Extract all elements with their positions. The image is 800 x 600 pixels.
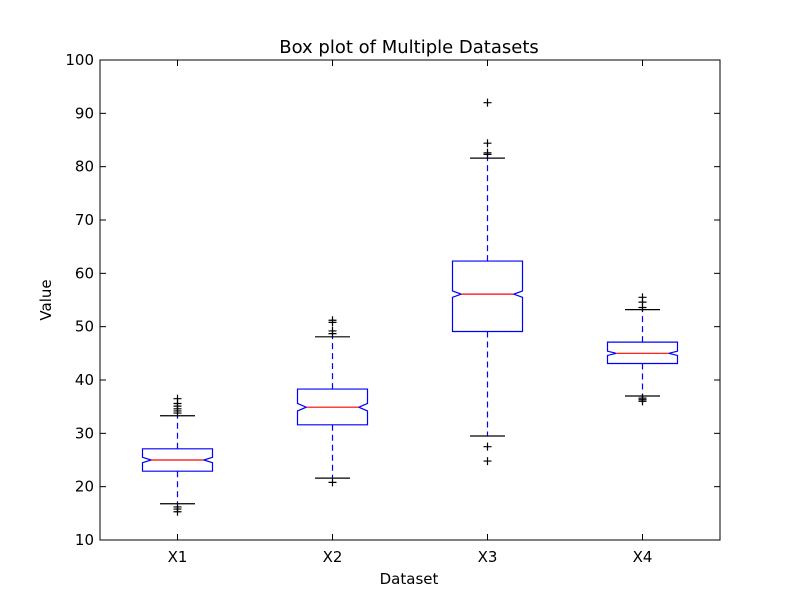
box-body: [296, 388, 369, 426]
x-tick-label: X4: [633, 548, 653, 566]
box-group-x1: [141, 394, 214, 516]
outlier-marker: [173, 394, 182, 403]
x-tick-label: X1: [168, 548, 188, 566]
y-tick-label: 90: [75, 104, 94, 122]
y-tick-label: 50: [75, 318, 94, 336]
box-body: [606, 341, 679, 365]
box-body: [451, 260, 524, 333]
box-body: [141, 448, 214, 472]
box-group-x3: [451, 98, 524, 466]
axes: 10 20 30 40 50 60 70 80 90 100 X1 X2 X3 X4: [65, 51, 721, 566]
outlier-marker: [483, 139, 492, 148]
outlier-marker: [173, 502, 182, 511]
y-tick-label: 80: [75, 158, 94, 176]
y-axis-label: Value: [37, 279, 55, 320]
box-group-x4: [606, 293, 679, 406]
outlier-marker: [328, 478, 337, 487]
x-tick-label: X2: [323, 548, 343, 566]
box-group-x2: [296, 316, 369, 487]
plot-area: [141, 98, 679, 516]
outlier-marker: [638, 394, 647, 403]
x-axis-label: Dataset: [380, 570, 439, 588]
y-tick-label: 10: [75, 531, 94, 549]
x-tick-label: X3: [478, 548, 498, 566]
chart-title: Box plot of Multiple Datasets: [279, 37, 539, 58]
outlier-marker: [483, 442, 492, 451]
y-tick-label: 20: [75, 478, 94, 496]
y-tick-label: 60: [75, 264, 94, 282]
outlier-marker: [638, 293, 647, 302]
y-tick-label: 30: [75, 424, 94, 442]
y-tick-label: 70: [75, 211, 94, 229]
y-tick-label: 40: [75, 371, 94, 389]
axes-frame: [99, 59, 721, 541]
outlier-marker: [483, 148, 492, 157]
y-tick-label: 100: [65, 51, 94, 69]
outlier-marker: [483, 98, 492, 107]
outlier-marker: [483, 457, 492, 466]
outlier-marker: [328, 326, 337, 335]
outlier-marker: [328, 316, 337, 325]
